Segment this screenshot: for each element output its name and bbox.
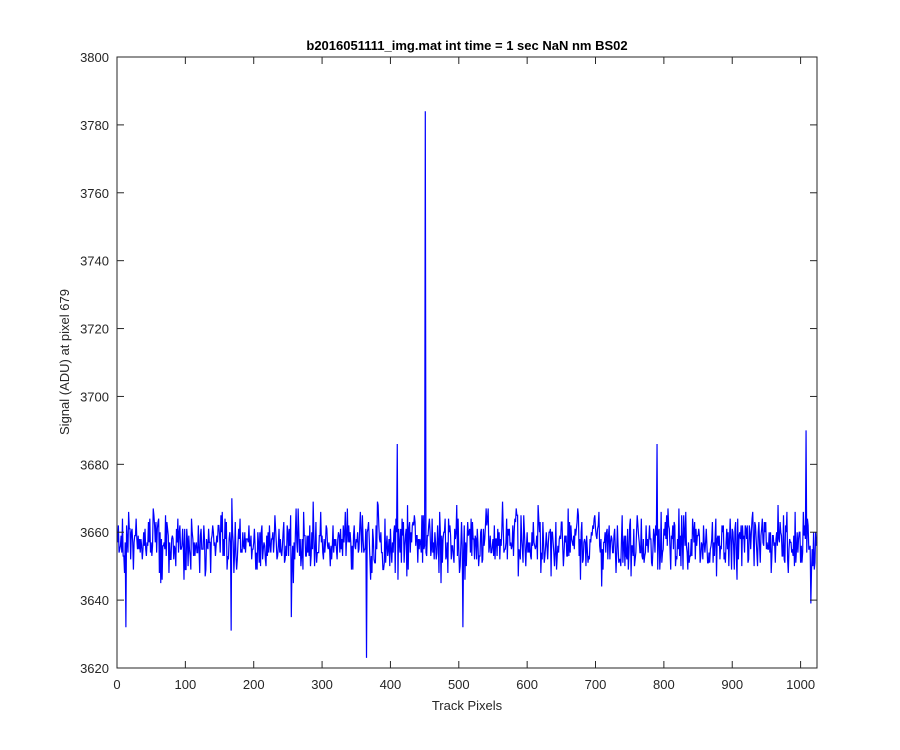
y-axis-label: Signal (ADU) at pixel 679 — [57, 289, 72, 435]
x-tick-label: 500 — [448, 677, 470, 692]
y-tick-label: 3760 — [80, 186, 109, 201]
chart-title: b2016051111_img.mat int time = 1 sec NaN… — [306, 38, 627, 53]
y-tick-label: 3700 — [80, 389, 109, 404]
x-tick-label: 0 — [113, 677, 120, 692]
axes-box — [116, 56, 818, 669]
y-tick-label: 3740 — [80, 254, 109, 269]
y-tick-label: 3720 — [80, 322, 109, 337]
x-tick-label: 900 — [721, 677, 743, 692]
y-tick-label: 3620 — [80, 661, 109, 676]
y-tick-label: 3800 — [80, 50, 109, 65]
x-tick-label: 300 — [311, 677, 333, 692]
series-line — [117, 111, 818, 658]
y-axis: 3620 3640 3660 3680 3700 3720 3740 3760 3780 3800 — [80, 50, 817, 676]
x-tick-label: 100 — [175, 677, 197, 692]
series-layer — [117, 111, 818, 658]
y-tick-label: 3780 — [80, 118, 109, 133]
x-tick-label: 1000 — [786, 677, 815, 692]
x-tick-label: 700 — [585, 677, 607, 692]
plot-area — [117, 57, 817, 668]
y-tick-label: 3640 — [80, 593, 109, 608]
x-axis: 0 100 200 300 400 500 600 700 800 900 1000 — [113, 57, 815, 692]
x-tick-label: 400 — [380, 677, 402, 692]
y-tick-label: 3680 — [80, 457, 109, 472]
y-tick-label: 3660 — [80, 525, 109, 540]
x-tick-label: 600 — [516, 677, 538, 692]
x-tick-label: 200 — [243, 677, 265, 692]
x-axis-label: Track Pixels — [432, 698, 503, 713]
x-tick-label: 800 — [653, 677, 675, 692]
